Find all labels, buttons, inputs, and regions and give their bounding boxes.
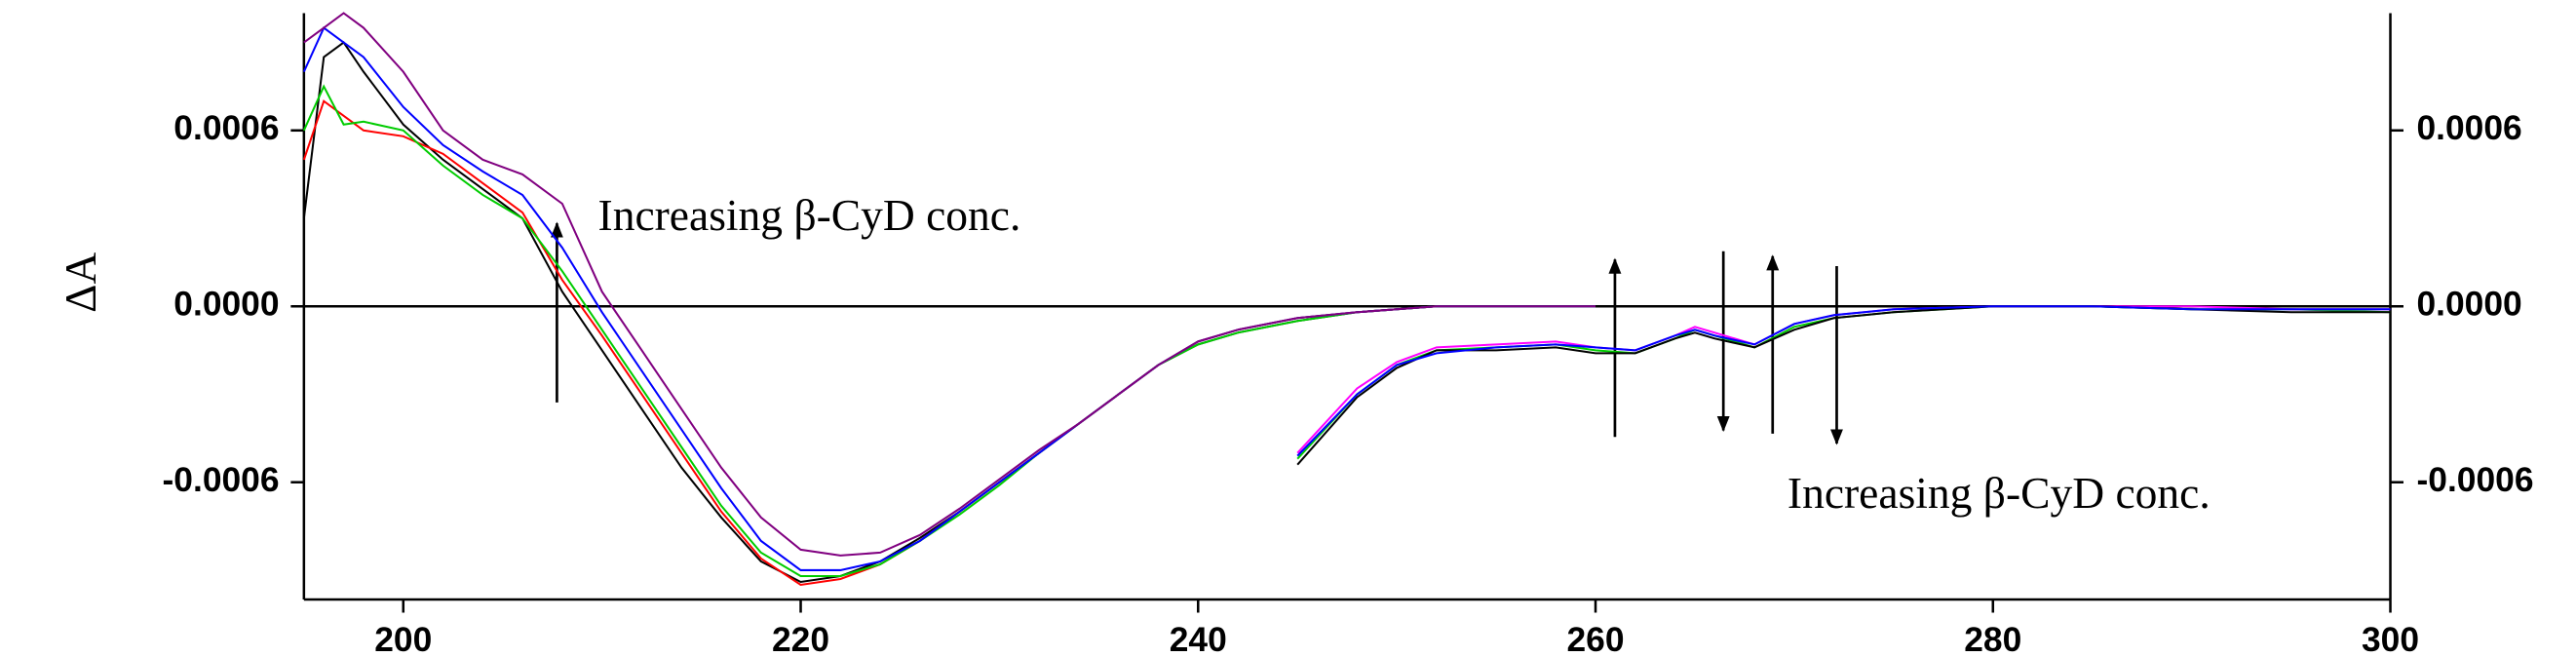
x-tick-label: 220 bbox=[772, 621, 829, 657]
series-line bbox=[302, 25, 1596, 571]
x-tick-label: 240 bbox=[1170, 621, 1227, 657]
annotation: Increasing β-CyD conc. bbox=[1788, 468, 2211, 518]
series-line bbox=[302, 41, 1596, 584]
y2-tick-label: 0.0006 bbox=[2416, 109, 2521, 147]
x-tick-label: 300 bbox=[2362, 621, 2419, 657]
y-tick-label: 0.0006 bbox=[173, 109, 279, 147]
y-tick-label: 0.0000 bbox=[173, 286, 279, 324]
y2-tick-label: 0.0000 bbox=[2416, 286, 2521, 324]
arrows bbox=[550, 221, 1843, 445]
series-line bbox=[1296, 305, 2391, 460]
y-tick-label: -0.0006 bbox=[163, 461, 280, 499]
annotation: Increasing β-CyD conc. bbox=[598, 190, 1021, 240]
series-line bbox=[303, 12, 1596, 557]
x-tick-label: 260 bbox=[1567, 621, 1625, 657]
series-line bbox=[1296, 305, 2391, 457]
series-line bbox=[1296, 305, 2391, 454]
x-tick-label: 280 bbox=[1964, 621, 2021, 657]
y2-tick-label: -0.0006 bbox=[2416, 461, 2533, 499]
series-line bbox=[1296, 305, 2391, 466]
x-tick-label: 200 bbox=[374, 621, 432, 657]
series-line bbox=[302, 84, 1596, 577]
series-line bbox=[302, 99, 1596, 587]
y-axis-label: ΔA bbox=[56, 252, 105, 313]
